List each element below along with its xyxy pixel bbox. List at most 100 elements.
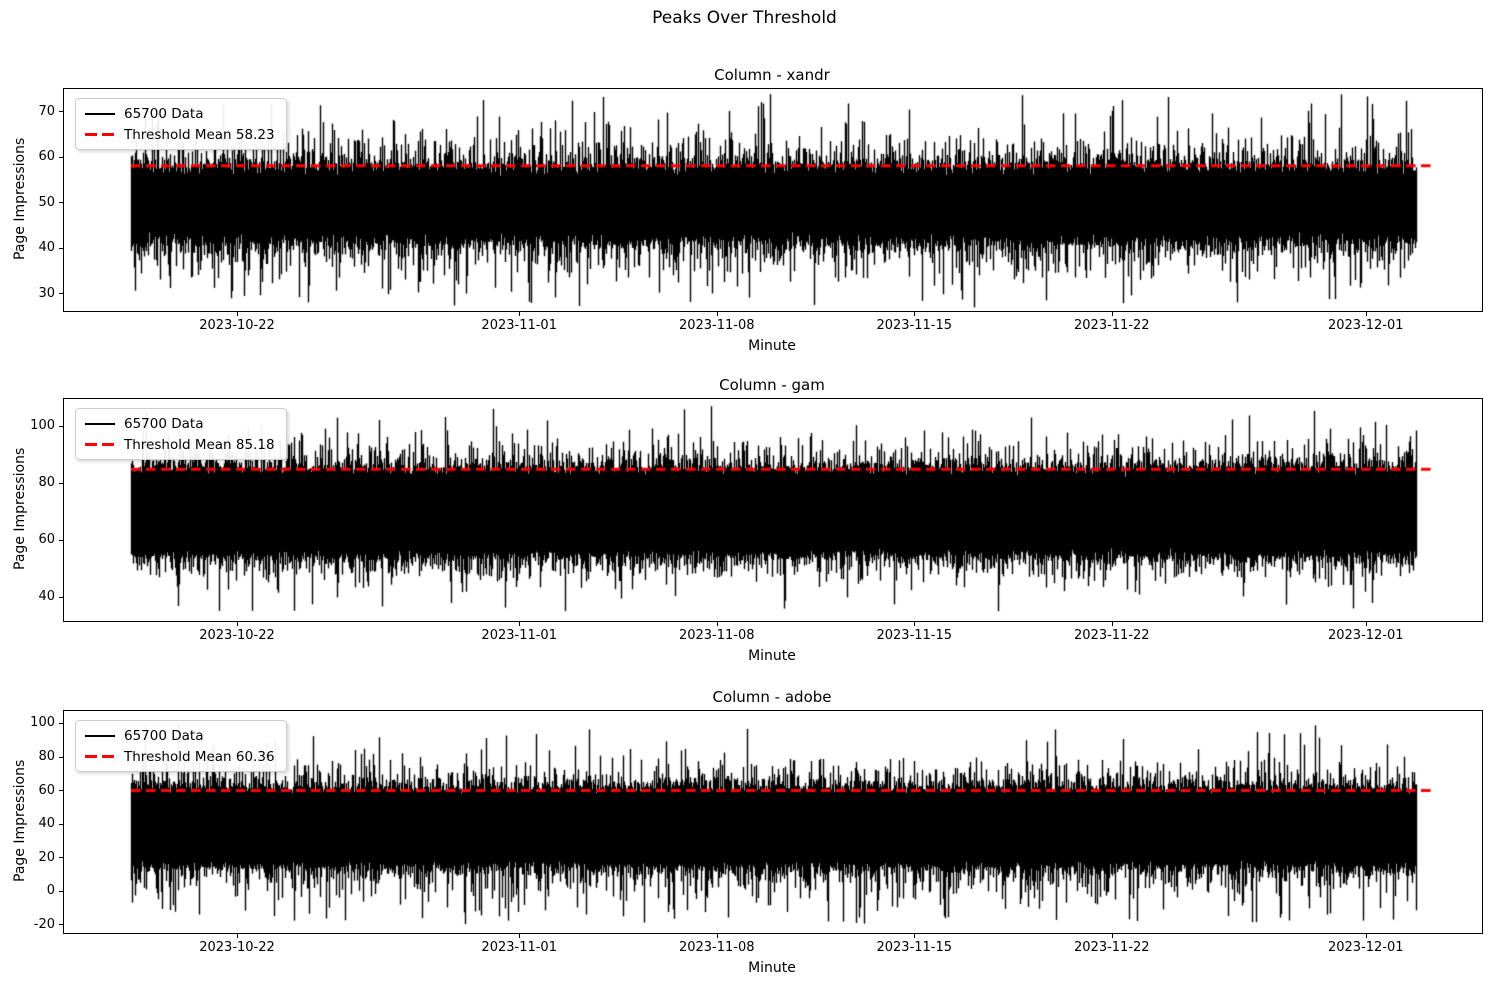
x-tick-label: 2023-11-15 bbox=[876, 628, 953, 643]
x-tick-mark bbox=[1111, 622, 1113, 626]
legend: 65700 Data Threshold Mean 85.18 bbox=[75, 408, 287, 460]
y-tick-label: 60 bbox=[38, 149, 55, 165]
subplot-title: Column - adobe bbox=[712, 688, 832, 706]
x-tick-label: 2023-12-01 bbox=[1327, 628, 1404, 643]
x-tick-mark bbox=[914, 622, 916, 626]
x-tick-mark bbox=[914, 934, 916, 938]
y-tick-mark bbox=[59, 202, 63, 204]
x-tick-label: 2023-11-15 bbox=[876, 940, 953, 955]
subplot-title: Column - gam bbox=[719, 376, 825, 394]
x-tick-mark bbox=[237, 622, 239, 626]
data-line-sample bbox=[85, 422, 115, 425]
x-tick-mark bbox=[237, 934, 239, 938]
data-series-canvas bbox=[64, 711, 1482, 933]
x-tick-label: 2023-11-01 bbox=[481, 318, 557, 333]
y-tick-label: 40 bbox=[38, 816, 55, 832]
x-axis-label: Minute bbox=[748, 338, 796, 354]
x-axis-label: Minute bbox=[748, 960, 796, 976]
threshold-line-sample bbox=[85, 443, 115, 446]
y-tick-label: 40 bbox=[38, 589, 55, 605]
x-tick-mark bbox=[914, 312, 916, 316]
threshold-line-sample bbox=[85, 755, 115, 758]
legend-label: Threshold Mean 60.36 bbox=[124, 748, 275, 765]
legend-item-data: 65700 Data bbox=[85, 725, 275, 746]
x-tick-mark bbox=[716, 312, 718, 316]
y-tick-mark bbox=[59, 293, 63, 295]
x-tick-mark bbox=[519, 934, 521, 938]
legend-label: Threshold Mean 58.23 bbox=[124, 126, 275, 143]
data-line-sample bbox=[85, 112, 115, 115]
figure-title: Peaks Over Threshold bbox=[652, 8, 837, 28]
x-tick-label: 2023-11-08 bbox=[678, 940, 755, 955]
x-tick-mark bbox=[1365, 312, 1367, 316]
legend-label: 65700 Data bbox=[124, 727, 204, 744]
threshold-line-sample bbox=[85, 133, 115, 136]
x-tick-label: 2023-12-01 bbox=[1327, 318, 1404, 333]
x-tick-label: 2023-11-08 bbox=[678, 628, 755, 643]
y-tick-mark bbox=[59, 823, 63, 825]
data-series-canvas bbox=[64, 399, 1482, 621]
plot-area: 65700 Data Threshold Mean 85.18 bbox=[63, 398, 1483, 622]
y-tick-mark bbox=[59, 790, 63, 792]
x-tick-mark bbox=[1111, 934, 1113, 938]
y-tick-mark bbox=[59, 890, 63, 892]
x-tick-label: 2023-11-01 bbox=[481, 628, 557, 643]
legend-item-threshold: Threshold Mean 60.36 bbox=[85, 746, 275, 767]
data-series-canvas bbox=[64, 89, 1482, 311]
x-tick-mark bbox=[1111, 312, 1113, 316]
x-tick-mark bbox=[716, 622, 718, 626]
y-tick-mark bbox=[59, 857, 63, 859]
plot-area: 65700 Data Threshold Mean 58.23 bbox=[63, 88, 1483, 312]
y-tick-label: 30 bbox=[38, 285, 55, 301]
x-tick-mark bbox=[1365, 934, 1367, 938]
legend-item-data: 65700 Data bbox=[85, 103, 275, 124]
x-axis-label: Minute bbox=[748, 648, 796, 664]
legend-item-data: 65700 Data bbox=[85, 413, 275, 434]
y-tick-label: 60 bbox=[38, 532, 55, 548]
y-tick-label: 40 bbox=[38, 240, 55, 256]
subplot-title: Column - xandr bbox=[714, 66, 830, 84]
y-tick-mark bbox=[59, 425, 63, 427]
x-tick-label: 2023-12-01 bbox=[1327, 940, 1404, 955]
y-tick-label: 60 bbox=[38, 782, 55, 798]
x-tick-label: 2023-11-08 bbox=[678, 318, 755, 333]
y-tick-mark bbox=[59, 596, 63, 598]
y-tick-mark bbox=[59, 247, 63, 249]
x-tick-label: 2023-11-22 bbox=[1074, 628, 1150, 643]
x-tick-label: 2023-11-15 bbox=[876, 318, 953, 333]
y-tick-mark bbox=[59, 482, 63, 484]
y-tick-label: 20 bbox=[38, 849, 55, 865]
y-tick-label: 70 bbox=[38, 103, 55, 119]
y-tick-label: -20 bbox=[33, 916, 55, 932]
legend-label: 65700 Data bbox=[124, 105, 204, 122]
data-line-sample bbox=[85, 734, 115, 737]
legend: 65700 Data Threshold Mean 58.23 bbox=[75, 98, 287, 150]
y-tick-mark bbox=[59, 756, 63, 758]
y-tick-label: 100 bbox=[30, 418, 55, 434]
x-tick-mark bbox=[519, 622, 521, 626]
x-tick-mark bbox=[519, 312, 521, 316]
y-tick-mark bbox=[59, 539, 63, 541]
legend: 65700 Data Threshold Mean 60.36 bbox=[75, 720, 287, 772]
y-tick-mark bbox=[59, 722, 63, 724]
plot-area: 65700 Data Threshold Mean 60.36 bbox=[63, 710, 1483, 934]
y-tick-label: 100 bbox=[30, 715, 55, 731]
x-tick-label: 2023-10-22 bbox=[199, 940, 275, 955]
legend-label: Threshold Mean 85.18 bbox=[124, 436, 275, 453]
x-tick-mark bbox=[1365, 622, 1367, 626]
y-tick-mark bbox=[59, 111, 63, 113]
x-tick-label: 2023-11-22 bbox=[1074, 318, 1150, 333]
y-tick-label: 0 bbox=[46, 883, 55, 899]
legend-item-threshold: Threshold Mean 58.23 bbox=[85, 124, 275, 145]
legend-item-threshold: Threshold Mean 85.18 bbox=[85, 434, 275, 455]
y-tick-mark bbox=[59, 924, 63, 926]
y-tick-label: 80 bbox=[38, 749, 55, 765]
legend-label: 65700 Data bbox=[124, 415, 204, 432]
y-tick-label: 80 bbox=[38, 475, 55, 491]
x-tick-label: 2023-11-22 bbox=[1074, 940, 1150, 955]
y-tick-mark bbox=[59, 156, 63, 158]
